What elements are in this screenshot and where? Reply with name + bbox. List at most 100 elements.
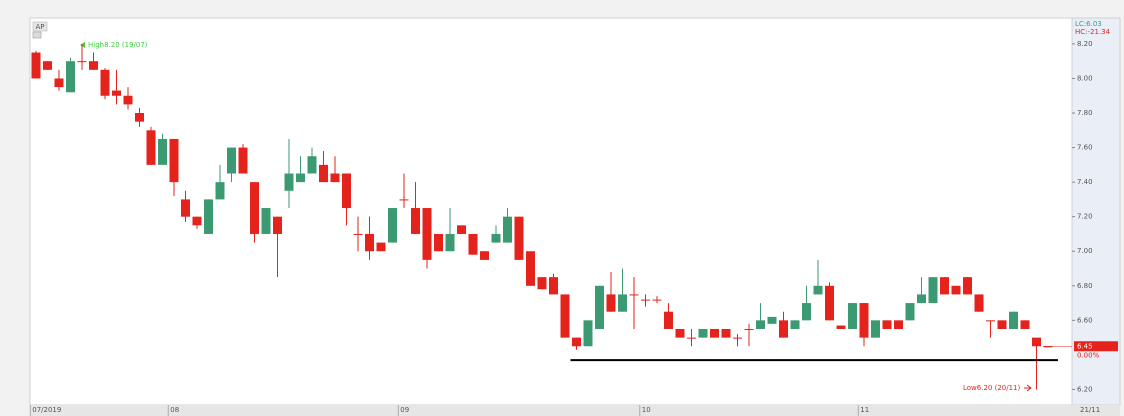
candle-body: [733, 337, 742, 339]
candle-body: [848, 303, 857, 329]
candle-body: [986, 320, 995, 322]
candle-body: [537, 277, 547, 290]
candle-body: [307, 156, 317, 174]
hc-label: HC:-21.34: [1075, 28, 1111, 36]
candle-body: [825, 285, 834, 321]
y-tick-label: 7.00: [1077, 247, 1093, 255]
candle-body: [112, 90, 121, 96]
y-tick-label: 6.60: [1077, 316, 1093, 324]
plot-area: [29, 17, 1073, 406]
candle-body: [928, 277, 938, 304]
candle-body: [514, 216, 524, 260]
badge[interactable]: AP: [35, 23, 44, 31]
candle-body: [744, 328, 754, 330]
y-tick-label: 7.20: [1077, 213, 1093, 221]
candle-body: [1020, 320, 1030, 329]
candle-body: [31, 52, 41, 79]
candle-body: [77, 61, 87, 63]
candle-body: [330, 173, 340, 183]
candle-body: [215, 182, 225, 200]
candle-body: [399, 199, 409, 201]
candle-body: [687, 337, 696, 339]
candle-body: [388, 208, 397, 243]
candle-body: [434, 233, 443, 252]
candle-body: [917, 294, 926, 304]
candle-body: [250, 182, 259, 234]
candle-body: [135, 113, 144, 122]
y-tick-label: 7.40: [1077, 178, 1093, 186]
x-tick-label: 10: [642, 406, 651, 414]
y-tick-label: 7.60: [1077, 144, 1093, 152]
candle-body: [445, 233, 455, 252]
candle-body: [813, 285, 823, 295]
badge-box[interactable]: [32, 21, 48, 32]
y-tick-label: 6.80: [1077, 282, 1093, 290]
low-arrow: [1024, 384, 1032, 392]
x-tick-label: 07/2019: [32, 406, 61, 414]
candle-body: [698, 328, 708, 338]
candle-body: [296, 173, 305, 183]
candle-body: [767, 316, 777, 324]
candle-body: [491, 233, 501, 243]
candle-body: [66, 61, 75, 93]
y-tick-label: 7.80: [1077, 109, 1093, 117]
candle-body: [618, 294, 627, 312]
candle-body: [457, 225, 466, 234]
x-tick-label: 09: [400, 406, 409, 414]
candle-body: [595, 285, 604, 329]
candle-body: [997, 320, 1007, 329]
candle-body: [158, 138, 167, 165]
candle-body: [859, 303, 869, 338]
candle-body: [836, 325, 846, 329]
candle-body: [802, 303, 811, 321]
candle-body: [192, 216, 202, 226]
y-tick-label: 6.20: [1077, 385, 1093, 393]
y-tick-label: 8.20: [1077, 40, 1093, 48]
icon[interactable]: [32, 31, 42, 39]
candle-body: [572, 337, 581, 347]
high-annotation: High8.20 (19/07): [88, 41, 148, 49]
change-label: 0.00%: [1077, 351, 1100, 359]
candle-body: [422, 208, 432, 260]
candle-body: [261, 208, 271, 234]
candle-body: [411, 208, 420, 234]
candle-body: [549, 277, 558, 295]
candle-body: [181, 199, 190, 217]
candle-body: [365, 233, 374, 252]
candle-body: [721, 328, 731, 338]
last-price-box: [1074, 341, 1118, 352]
candle-body: [652, 299, 662, 301]
candle-body: [284, 173, 294, 191]
lc-label: LC:6.03: [1075, 20, 1102, 28]
candle-body: [376, 242, 386, 252]
candle-body: [641, 299, 650, 301]
low-annotation: Low6.20 (20/11): [963, 384, 1020, 392]
candle-body: [756, 320, 765, 329]
candle-body: [204, 199, 213, 234]
candle-body: [319, 164, 328, 183]
candle-body: [353, 233, 363, 235]
candle-body: [342, 173, 351, 209]
candle-body: [710, 328, 719, 338]
candle-body: [123, 95, 133, 105]
candle-body: [43, 61, 52, 70]
candle-body: [100, 69, 110, 96]
candle-body: [951, 285, 961, 295]
y-tick-label: 8.00: [1077, 74, 1093, 82]
candle-body: [560, 294, 570, 338]
candle-body: [1032, 337, 1041, 347]
candle-body: [1009, 311, 1018, 329]
candle-body: [503, 216, 512, 243]
time-axis: [30, 405, 1120, 416]
x-tick-label: 08: [170, 406, 179, 414]
x-tick-label: 11: [860, 406, 869, 414]
candle-body: [526, 251, 535, 286]
candle-body: [468, 233, 478, 255]
price-axis: [1071, 17, 1121, 406]
candle-body: [54, 78, 64, 88]
last-date: 21/11: [1080, 406, 1100, 414]
candle-body: [169, 138, 179, 183]
candle-body: [146, 130, 156, 165]
candle-body: [894, 320, 903, 329]
